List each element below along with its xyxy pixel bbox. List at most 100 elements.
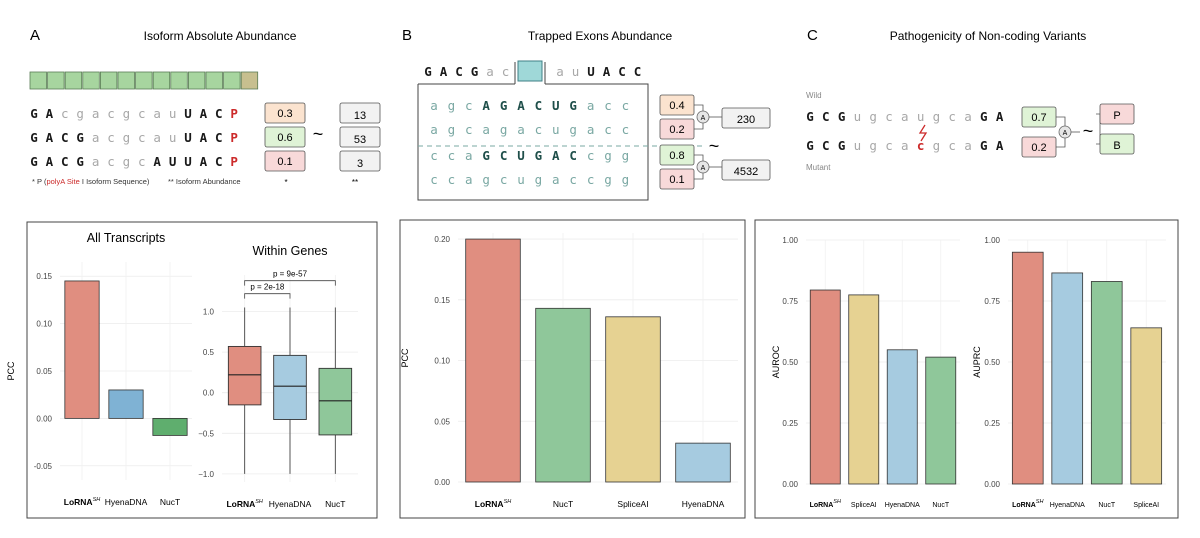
exon-seq-char: A (552, 148, 560, 163)
seq-char: c (107, 106, 115, 121)
panel-a-star-1: * (284, 178, 287, 187)
x-tick-label-text: SpliceAI (851, 502, 877, 509)
variant-seq-char: u (854, 109, 862, 124)
x-tick-label: NucT (553, 499, 573, 509)
bar-spliceai (605, 316, 661, 483)
strip-cell (187, 71, 206, 90)
bar-lorna (64, 280, 100, 419)
exon-seq-char: g (535, 172, 543, 187)
exon-seq-char: c (465, 122, 473, 137)
variant-seq-char: c (885, 109, 893, 124)
box-hyenadna (273, 354, 307, 420)
isoform-abundance: 3 (357, 158, 363, 170)
exon-abundance-box (721, 159, 771, 181)
y-tick-label: 0.10 (434, 357, 450, 366)
y-axis-label: AUPRC (972, 346, 982, 378)
variant-seq-char: G (838, 109, 846, 124)
isoform-abundance-box (339, 102, 381, 124)
exon-score: 0.4 (669, 100, 684, 112)
polya-site-p: P (230, 106, 238, 121)
strip-cell (170, 71, 188, 90)
panel-b-letter: B (402, 27, 412, 44)
x-tick-label-sup: SH (504, 499, 512, 505)
isoform-abundance-box (339, 150, 381, 172)
exon-seq-char: c (604, 98, 612, 113)
exon-seq-char: a (552, 172, 560, 187)
variant-seq-char: g (933, 109, 941, 124)
seq-char: C (215, 154, 223, 169)
exon-seq-char: a (517, 122, 525, 137)
trapped-exon-block (517, 60, 543, 82)
x-tick-label-text: HyenaDNA (682, 499, 725, 509)
mutation-bolt-icon (918, 124, 928, 142)
y-tick-label: 0.00 (984, 480, 1000, 489)
exon-seq-char: g (500, 122, 508, 137)
seq-char: A (46, 154, 54, 169)
bar-nuct (1090, 281, 1123, 485)
chart-A_all_transcripts: -0.05 0.00 0.05 0.10 0.15 All Transcripts PCC L… (6, 231, 192, 507)
exon-seq-char: C (535, 98, 543, 113)
seq-char: U (184, 154, 192, 169)
chart-B_trapped_exons: 0.00 0.05 0.10 0.15 0.20 PCC LoRNASH NucT Splice… (400, 233, 738, 509)
exon-seq-char: c (604, 122, 612, 137)
x-tick-label: LoRNASH (1012, 499, 1043, 509)
mutant-score: 0.2 (1031, 142, 1046, 154)
seq-char: C (215, 106, 223, 121)
variant-seq-char: C (822, 138, 830, 153)
panel-c-letter: C (807, 27, 818, 44)
x-tick-label: HyenaDNA (682, 499, 725, 509)
seq-char: a (153, 106, 161, 121)
charts-layer: -0.05 0.00 0.05 0.10 0.15 All Transcripts PCC L… (6, 231, 1166, 509)
seq-char: c (107, 154, 115, 169)
seq-char: U (184, 130, 192, 145)
exon-seq-char: c (569, 172, 577, 187)
exon-sum-symbol: A (701, 115, 706, 122)
exon-seq-char: G (535, 148, 543, 163)
y-tick-label: 0.25 (782, 419, 798, 428)
significance-label: p = 2e-18 (250, 283, 285, 292)
exon-seq-char: A (517, 98, 525, 113)
exon-seq-char: a (587, 98, 595, 113)
footnote-1-red: polyA Site (46, 177, 79, 186)
variant-seq-char: a (964, 109, 972, 124)
polya-site-p: P (230, 154, 238, 169)
strip-cell (64, 71, 83, 90)
exon-abundance-box (721, 107, 771, 129)
chart-title: All Transcripts (87, 231, 166, 245)
exon-seq-char: g (482, 172, 490, 187)
panel-b-title: Trapped Exons Abundance (528, 29, 673, 43)
bar-hyenadna (886, 349, 918, 485)
panel-a-letter: A (30, 27, 40, 44)
variant-seq-char: c (948, 138, 956, 153)
variant-seq-char: G (980, 138, 988, 153)
x-tick-label-text: SpliceAI (617, 499, 648, 509)
polya-site-p: P (230, 130, 238, 145)
exon-seq-char: g (604, 148, 612, 163)
variant-seq-char: A (996, 109, 1004, 124)
seq-char: c (107, 130, 115, 145)
x-tick-label-text: LoRNA (226, 499, 255, 509)
exon-abundance-2: 4532 (734, 166, 758, 178)
y-tick-label: 0.20 (434, 235, 450, 244)
x-tick-label: NucT (160, 497, 180, 507)
x-tick-label-text: NucT (325, 499, 345, 509)
bar-spliceai (1130, 327, 1163, 485)
x-tick-label: NucT (932, 502, 949, 509)
y-tick-label: 0.15 (434, 296, 450, 305)
x-tick-label-text: NucT (553, 499, 573, 509)
seq-char: G (30, 154, 38, 169)
exon-seq-char: c (587, 172, 595, 187)
y-axis-label: PCC (6, 361, 16, 381)
exon-seq-char: a (587, 122, 595, 137)
exon-seq-char: g (622, 148, 630, 163)
bar-spliceai (848, 294, 880, 485)
header-char: C (634, 64, 642, 79)
x-tick-label-text: LoRNA (475, 499, 504, 509)
panel-a-chart-frame (26, 221, 378, 519)
x-tick-label: SpliceAI (1133, 502, 1159, 509)
y-tick-label: 0.75 (984, 297, 1000, 306)
x-tick-label: LoRNASH (64, 497, 100, 507)
bar-nuct (925, 356, 957, 485)
